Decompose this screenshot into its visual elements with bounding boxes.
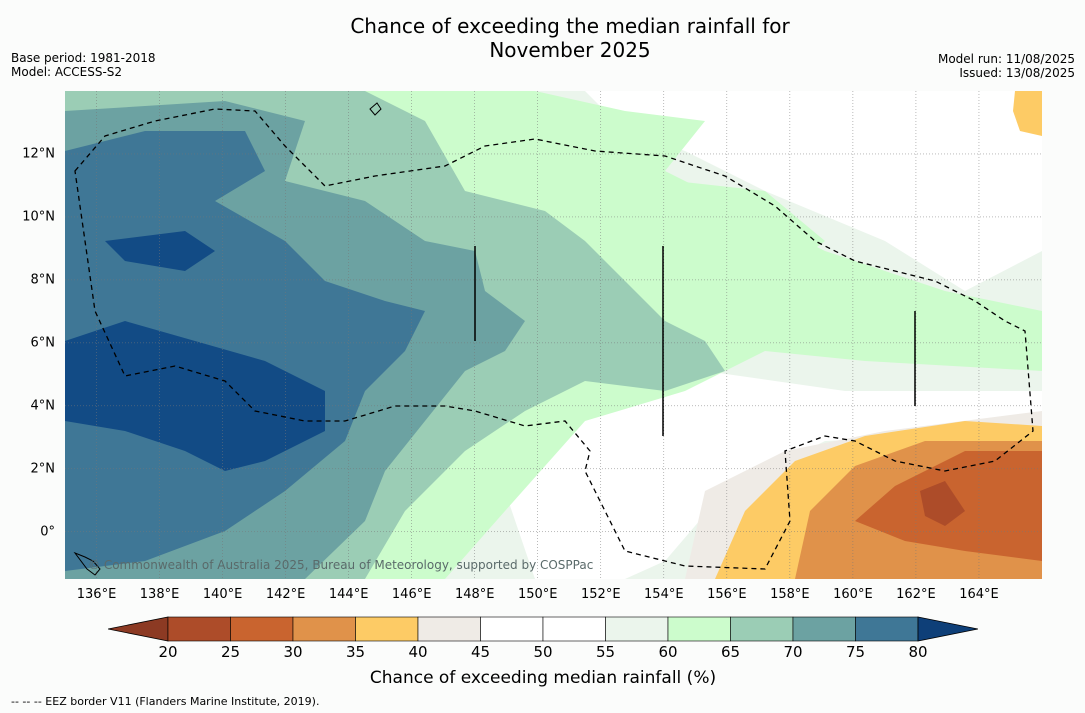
- latitude-label: 12°N: [22, 146, 55, 162]
- zone-20-25: [920, 481, 965, 526]
- colorbar-segment: [292, 616, 356, 642]
- longitude-label: 162°E: [896, 587, 936, 602]
- colorbar-segment: [792, 616, 856, 642]
- colorbar-tick-label: 30: [283, 643, 303, 661]
- longitude-label: 158°E: [770, 587, 810, 602]
- colorbar-segment: [542, 616, 606, 642]
- longitude-label: 160°E: [833, 587, 873, 602]
- latitude-label: 6°N: [30, 335, 56, 351]
- longitude-label: 152°E: [581, 587, 621, 602]
- colorbar-tick-label: 60: [658, 643, 678, 661]
- colorbar-tick-label: 70: [783, 643, 803, 661]
- copyright-notice: © Commonwealth of Australia 2025, Bureau…: [88, 558, 594, 572]
- zone-over-80-south: [65, 321, 325, 471]
- map-title: Chance of exceeding the median rainfall …: [0, 14, 1085, 62]
- colorbar-segment: [355, 616, 419, 642]
- map-panel: [65, 91, 1042, 579]
- colorbar-segment: [167, 616, 231, 642]
- longitude-label: 136°E: [76, 587, 117, 602]
- latitude-label: 2°N: [30, 461, 56, 477]
- palau-island: [73, 551, 101, 576]
- zone-35-40-ne: [1013, 91, 1042, 136]
- colorbar-tick-label: 55: [595, 643, 616, 661]
- zone-over-80-west: [105, 231, 215, 271]
- colorbar-under-arrow: [108, 616, 169, 642]
- latitude-label: 10°N: [22, 209, 55, 225]
- latitude-label: 0°: [40, 524, 55, 540]
- longitude-label: 140°E: [202, 587, 243, 602]
- colorbar-segment: [855, 616, 919, 642]
- colorbar-tick-label: 65: [720, 643, 741, 661]
- longitude-label: 138°E: [139, 587, 180, 602]
- colorbar-segment: [730, 616, 794, 642]
- graticule: [65, 91, 1042, 579]
- longitude-label: 164°E: [959, 587, 999, 602]
- model-run: Model run: 11/08/2025: [937, 52, 1075, 66]
- colorbar-segment: [605, 616, 669, 642]
- latitude-label: 8°N: [30, 272, 56, 288]
- longitude-label: 156°E: [707, 587, 747, 602]
- longitude-label: 146°E: [391, 587, 432, 602]
- colorbar-over-arrow: [917, 616, 978, 642]
- longitude-label: 144°E: [328, 587, 369, 602]
- colorbar-tick-label: 50: [533, 643, 553, 661]
- colorbar-tick-label: 25: [220, 643, 241, 661]
- fais-island: [369, 102, 382, 116]
- colorbar-segment: [480, 616, 544, 642]
- title-line-2: November 2025: [489, 38, 651, 62]
- issued-date: Issued: 13/08/2025: [959, 66, 1075, 80]
- title-line-1: Chance of exceeding the median rainfall …: [350, 14, 790, 38]
- longitude-label: 142°E: [265, 587, 306, 602]
- longitude-label: 148°E: [454, 587, 495, 602]
- colorbar: [108, 616, 978, 642]
- colorbar-tick-label: 75: [845, 643, 866, 661]
- model-name: Model: ACCESS-S2: [11, 65, 123, 79]
- longitude-label: 150°E: [517, 587, 558, 602]
- colorbar-tick-label: 40: [408, 643, 428, 661]
- rainfall-map: [65, 91, 1042, 579]
- colorbar-tick-label: 20: [158, 643, 178, 661]
- base-period: Base period: 1981-2018: [11, 51, 156, 65]
- colorbar-title: Chance of exceeding median rainfall (%): [369, 668, 717, 688]
- zone-45-55-c: [505, 371, 1042, 579]
- eez-footnote: -- -- -- EEZ border V11 (Flanders Marine…: [11, 695, 320, 708]
- colorbar-segment: [417, 616, 481, 642]
- colorbar-segment: [230, 616, 294, 642]
- meta-right: Model run: 11/08/2025 Issued: 13/08/2025: [938, 52, 1075, 80]
- colorbar-tick-label: 45: [470, 643, 491, 661]
- colorbar-segment: [667, 616, 731, 642]
- longitude-label: 154°E: [644, 587, 684, 602]
- latitude-label: 4°N: [30, 398, 56, 414]
- eez-border-fsm: [74, 108, 1034, 570]
- zone-45-55: [585, 91, 1042, 291]
- colorbar-tick-label: 80: [908, 643, 928, 661]
- zone-60-65-east: [675, 181, 825, 271]
- colorbar-tick-label: 35: [345, 643, 366, 661]
- meta-left: Base period: 1981-2018 Model: ACCESS-S2: [11, 51, 156, 79]
